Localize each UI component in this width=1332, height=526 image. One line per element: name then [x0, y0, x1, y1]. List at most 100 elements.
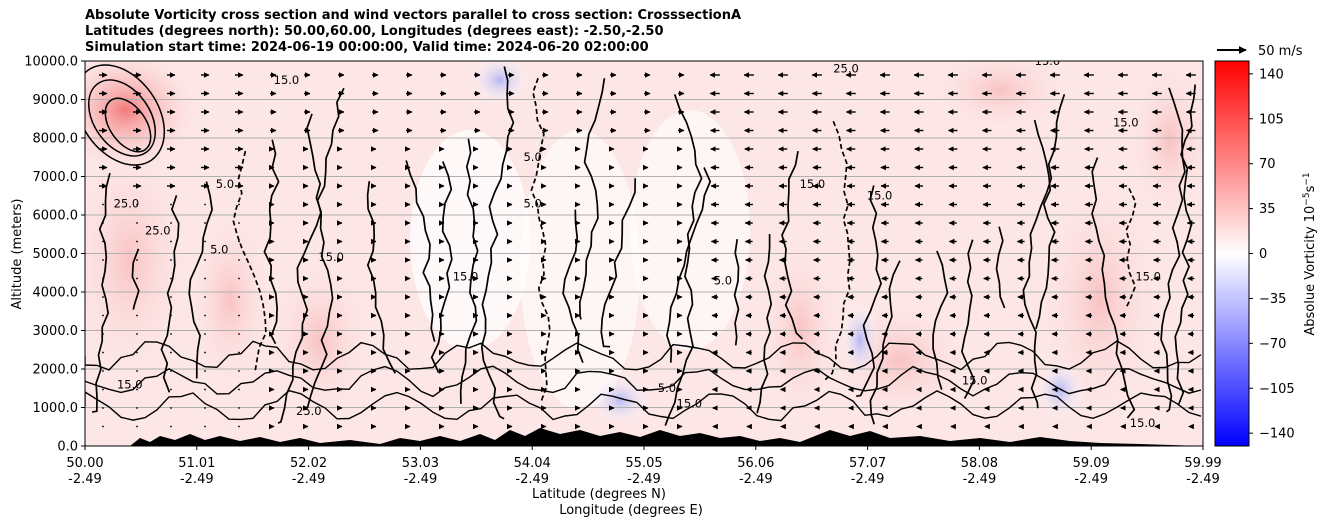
x-tick-label-lat: 57.07 [849, 456, 886, 471]
wind-vector [238, 259, 240, 261]
x-tick-label-lat: 59.09 [1073, 456, 1110, 471]
contour-label: 15.0 [117, 377, 143, 391]
contour-label: 15.0 [1035, 54, 1061, 68]
y-axis-label: Altitude (meters) [10, 199, 25, 310]
y-axis: 0.0 1000.0 2000.0 3000.0 4000.0 5000.0 6000.0 7… [24, 55, 85, 455]
contour-line [856, 185, 883, 398]
x-tick-label-lon: -2.49 [515, 472, 549, 487]
colorbar: 140 105 70 35 0 −35 −70 −105 −140 Absolue Vortic… [1214, 60, 1318, 447]
contour-line [666, 167, 712, 363]
wind-vector [102, 240, 104, 243]
wind-vector [136, 240, 138, 243]
wind-vector [170, 314, 172, 317]
wind-vector [136, 351, 138, 354]
x-tick-label-lon: -2.49 [68, 472, 102, 487]
wind-vector [170, 277, 172, 280]
contour-line [869, 260, 901, 425]
y-tick-label: 1000.0 [33, 401, 79, 416]
contour-label: 5.0 [216, 177, 234, 191]
wind-vector [170, 370, 172, 372]
chart-title-line-1: Absolute Vorticity cross section and win… [85, 8, 742, 23]
contour-line [87, 79, 157, 157]
x-tick-label-lat: 55.05 [625, 456, 662, 471]
x-tick-label-lon: -2.49 [404, 472, 438, 487]
wind-vector [136, 333, 138, 335]
y-tick-label: 9000.0 [33, 93, 79, 108]
wind-vector [136, 222, 138, 224]
x-tick-label-lat: 53.03 [402, 456, 439, 471]
wind-vector [102, 388, 104, 391]
contour-label: 25.0 [833, 62, 859, 76]
colorbar-label: Absolue Vorticity 10−5s−1 [1302, 172, 1318, 335]
wind-vector [136, 277, 138, 280]
x-tick-label-lon: -2.49 [1186, 472, 1220, 487]
contour-line [405, 160, 436, 342]
wind-vector [204, 388, 206, 391]
contour-label: 5.0 [523, 196, 541, 210]
contour-line [131, 248, 140, 310]
wind-vector [136, 314, 138, 317]
contour-label: 15.0 [677, 397, 703, 411]
contour-line [459, 138, 479, 404]
contour-label: 5.0 [658, 381, 676, 395]
contour-line [480, 66, 515, 420]
contour-line [85, 389, 1202, 422]
wind-vector [136, 388, 138, 391]
y-tick-label: 3000.0 [33, 324, 79, 339]
x-tick-label-lon: -2.49 [739, 472, 773, 487]
x-tick-label-lat: 56.06 [737, 456, 774, 471]
wind-vector [170, 425, 172, 428]
contour-line [1160, 87, 1186, 413]
wind-vector [238, 203, 240, 206]
wind-vector [170, 351, 172, 354]
x-tick-label-lon: -2.49 [627, 472, 661, 487]
wind-vector [204, 203, 206, 206]
wind-vector [238, 388, 240, 391]
wind-vector [204, 314, 206, 317]
y-tick-label: 7000.0 [33, 170, 79, 185]
wind-vector [204, 277, 206, 280]
colorbar-tick-label: 0 [1259, 247, 1267, 262]
x-tick-label-lat: 51.01 [178, 456, 215, 471]
x-tick-label-lon: -2.49 [292, 472, 326, 487]
wind-vector [204, 351, 206, 354]
colorbar-tick-label: 35 [1259, 202, 1276, 217]
colorbar-tick-label: −35 [1259, 292, 1286, 307]
y-tick-label: 0.0 [57, 440, 78, 455]
contour-line [781, 150, 803, 340]
contour-line [600, 178, 637, 348]
wind-vector [204, 425, 206, 428]
contour-label: 15.0 [800, 177, 826, 191]
contour-line [263, 139, 280, 345]
wind-vectors [99, 72, 1196, 430]
wind-vector [102, 222, 104, 224]
contour-labels: 25.025.05.05.015.015.015.05.05.015.05.01… [114, 54, 1161, 430]
x-tick-label-lon: -2.49 [963, 472, 997, 487]
contour-line [995, 226, 1006, 309]
contour-label: 15.0 [962, 373, 988, 387]
contour-label: 15.0 [1113, 115, 1139, 129]
contour-line [104, 97, 152, 153]
wind-vector [102, 370, 104, 372]
contour-label: 25.0 [296, 404, 322, 418]
contour-label: 5.0 [714, 273, 732, 287]
y-tick-label: 8000.0 [33, 132, 79, 147]
contour-line [277, 113, 322, 424]
colorbar-tick-label: −70 [1259, 337, 1286, 352]
wind-vector [102, 351, 104, 354]
contour-line [578, 78, 606, 320]
x-tick-label-lat: 50.00 [66, 456, 103, 471]
wind-vector [204, 407, 206, 409]
y-tick-label: 4000.0 [33, 286, 79, 301]
x-tick-label-lon: -2.49 [180, 472, 214, 487]
x-tick-label-lat: 59.99 [1184, 456, 1221, 471]
colorbar-tick-label: −105 [1259, 382, 1295, 397]
colorbar-tick-label: −140 [1259, 427, 1295, 442]
x-tick-label-lon: -2.49 [1074, 472, 1108, 487]
wind-vector [238, 240, 240, 243]
wind-vector [170, 407, 172, 409]
wind-vector [102, 259, 104, 261]
contour-line [85, 365, 1202, 398]
colorbar-tick-label: 140 [1259, 67, 1284, 82]
